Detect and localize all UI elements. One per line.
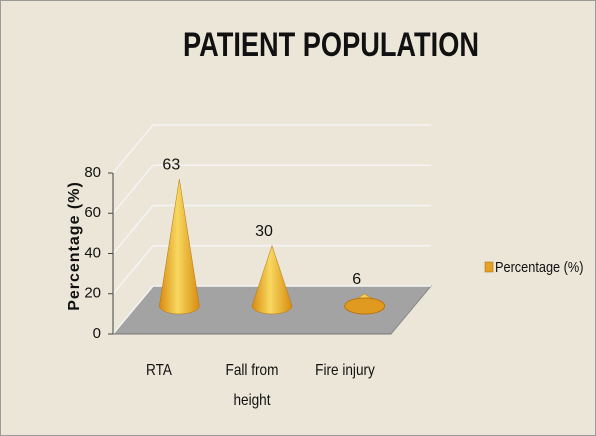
- y-axis-title: Percentage (%): [66, 181, 83, 311]
- grid-line: [112, 124, 154, 174]
- x-tick-label: Fire injury: [314, 362, 375, 379]
- x-tick-label: Fall from height: [225, 362, 279, 409]
- grid-line: [112, 164, 154, 214]
- value-label: 63: [162, 156, 180, 173]
- x-tick-label: RTA: [146, 362, 173, 379]
- legend-label: Percentage (%): [495, 258, 584, 275]
- grid-line: [112, 205, 154, 254]
- cone-base: [344, 297, 386, 315]
- legend-swatch: [484, 261, 494, 273]
- value-label: 6: [352, 271, 361, 288]
- y-tick-label: 80: [84, 164, 101, 181]
- y-tick-label: 0: [93, 325, 101, 342]
- y-tick-label: 40: [84, 244, 101, 261]
- y-tick-label: 20: [84, 285, 101, 302]
- grid-line: [112, 285, 154, 335]
- cone: [159, 179, 200, 315]
- grid-line: [112, 245, 154, 295]
- value-label: 30: [255, 223, 273, 240]
- y-tick-label: 60: [84, 204, 101, 221]
- chart-title: PATIENT POPULATION: [183, 25, 479, 64]
- cone: [251, 244, 293, 315]
